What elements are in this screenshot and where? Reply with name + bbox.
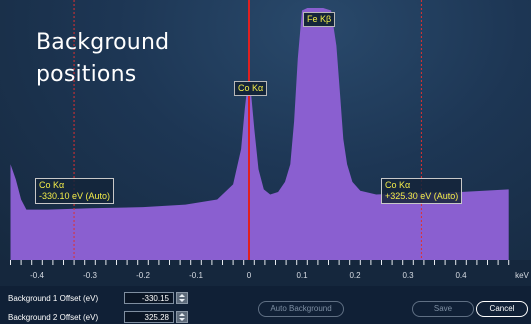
plot-title-line-2: positions bbox=[36, 62, 137, 87]
background-2-label-offset: +325.30 eV (Auto) bbox=[385, 191, 459, 201]
x-axis-ticks bbox=[10, 260, 510, 265]
x-axis-tick-label: 0.1 bbox=[296, 271, 308, 280]
auto-background-button[interactable]: Auto Background bbox=[258, 301, 344, 317]
spectrum-plot[interactable]: Background positions Co Kα Fe Kβ Co Kα -… bbox=[0, 0, 531, 260]
background-1-label[interactable]: Co Kα -330.10 eV (Auto) bbox=[35, 178, 115, 204]
background-2-label[interactable]: Co Kα +325.30 eV (Auto) bbox=[381, 178, 463, 204]
background-1-offset-spinner[interactable] bbox=[176, 292, 188, 304]
save-button[interactable]: Save bbox=[412, 301, 474, 317]
x-axis-tick-label: 0.2 bbox=[349, 271, 361, 280]
background-1-label-offset: -330.10 eV (Auto) bbox=[39, 191, 111, 201]
cancel-button[interactable]: Cancel bbox=[476, 301, 528, 317]
x-axis-tick-label: 0.3 bbox=[402, 271, 414, 280]
x-axis-tick-label: -0.4 bbox=[30, 271, 44, 280]
background-2-label-element: Co Kα bbox=[385, 180, 411, 190]
background-1-offset-label: Background 1 Offset (eV) bbox=[8, 294, 99, 303]
background-2-offset-spinner[interactable] bbox=[176, 311, 188, 323]
background-2-offset-input[interactable]: 325.28 bbox=[124, 311, 174, 323]
x-axis-tick-label: -0.1 bbox=[189, 271, 203, 280]
spinner-up-icon[interactable] bbox=[179, 313, 185, 316]
background-2-offset-label: Background 2 Offset (eV) bbox=[8, 313, 99, 322]
x-axis-tick-label: -0.2 bbox=[136, 271, 150, 280]
x-axis-tick-label: 0.4 bbox=[455, 271, 467, 280]
background-1-offset-input[interactable]: -330.15 bbox=[124, 292, 174, 304]
x-axis: -0.4 -0.3 -0.2 -0.1 0 0.1 0.2 0.3 0.4 keV bbox=[0, 260, 531, 286]
background-1-label-element: Co Kα bbox=[39, 180, 65, 190]
peak-label-co-ka: Co Kα bbox=[234, 81, 268, 96]
spinner-down-icon[interactable] bbox=[179, 299, 185, 302]
spinner-up-icon[interactable] bbox=[179, 294, 185, 297]
background-controls-panel: Background 1 Offset (eV) -330.15 Backgro… bbox=[0, 286, 531, 324]
x-axis-tick-label: -0.3 bbox=[83, 271, 97, 280]
x-axis-tick-label: 0 bbox=[246, 271, 252, 280]
plot-title-line-1: Background bbox=[36, 30, 170, 55]
spinner-down-icon[interactable] bbox=[179, 318, 185, 321]
peak-label-fe-kb: Fe Kβ bbox=[303, 12, 336, 27]
x-axis-unit: keV bbox=[515, 271, 529, 280]
